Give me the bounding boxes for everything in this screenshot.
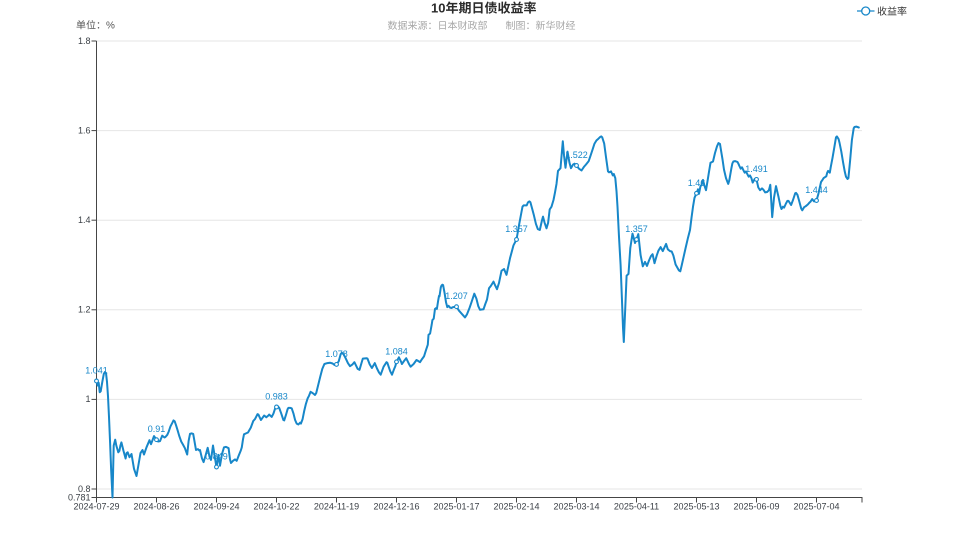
svg-text:2025-06-09: 2025-06-09 xyxy=(733,502,779,512)
svg-text:1.491: 1.491 xyxy=(745,164,768,174)
svg-text:1.8: 1.8 xyxy=(78,36,91,46)
svg-text:1.2: 1.2 xyxy=(78,305,91,315)
svg-text:2024-08-26: 2024-08-26 xyxy=(133,502,179,512)
svg-text:2025-07-04: 2025-07-04 xyxy=(793,502,839,512)
svg-text:1.207: 1.207 xyxy=(445,291,468,301)
svg-text:1.4: 1.4 xyxy=(78,215,91,225)
svg-text:1: 1 xyxy=(85,394,90,404)
svg-text:1.6: 1.6 xyxy=(78,125,91,135)
svg-text:1.522: 1.522 xyxy=(565,150,588,160)
svg-text:0.849: 0.849 xyxy=(205,452,228,462)
svg-text:0.8: 0.8 xyxy=(78,484,91,494)
svg-text:1.46: 1.46 xyxy=(688,178,706,188)
svg-text:2024-10-22: 2024-10-22 xyxy=(253,502,299,512)
svg-text:1.357: 1.357 xyxy=(505,224,528,234)
svg-text:1.444: 1.444 xyxy=(805,185,828,195)
svg-text:2025-05-13: 2025-05-13 xyxy=(673,502,719,512)
svg-text:2025-01-17: 2025-01-17 xyxy=(433,502,479,512)
svg-text:2024-07-29: 2024-07-29 xyxy=(73,502,119,512)
svg-text:0.983: 0.983 xyxy=(265,392,288,402)
svg-text:10: 10 xyxy=(431,1,445,16)
svg-text:2024-12-16: 2024-12-16 xyxy=(373,502,419,512)
svg-text:1.078: 1.078 xyxy=(325,349,348,359)
svg-text:2025-04-11: 2025-04-11 xyxy=(614,502,659,512)
svg-text:0.781: 0.781 xyxy=(68,492,91,502)
svg-text:2024-09-24: 2024-09-24 xyxy=(193,502,239,512)
svg-text:1.084: 1.084 xyxy=(385,346,408,356)
svg-text:0.91: 0.91 xyxy=(148,424,166,434)
svg-text:2024-11-19: 2024-11-19 xyxy=(314,502,359,512)
svg-text:2025-02-14: 2025-02-14 xyxy=(493,502,539,512)
svg-text:1.357: 1.357 xyxy=(625,224,648,234)
svg-text:1.041: 1.041 xyxy=(85,366,108,376)
svg-text:2025-03-14: 2025-03-14 xyxy=(553,502,599,512)
svg-text:%: % xyxy=(106,21,115,32)
